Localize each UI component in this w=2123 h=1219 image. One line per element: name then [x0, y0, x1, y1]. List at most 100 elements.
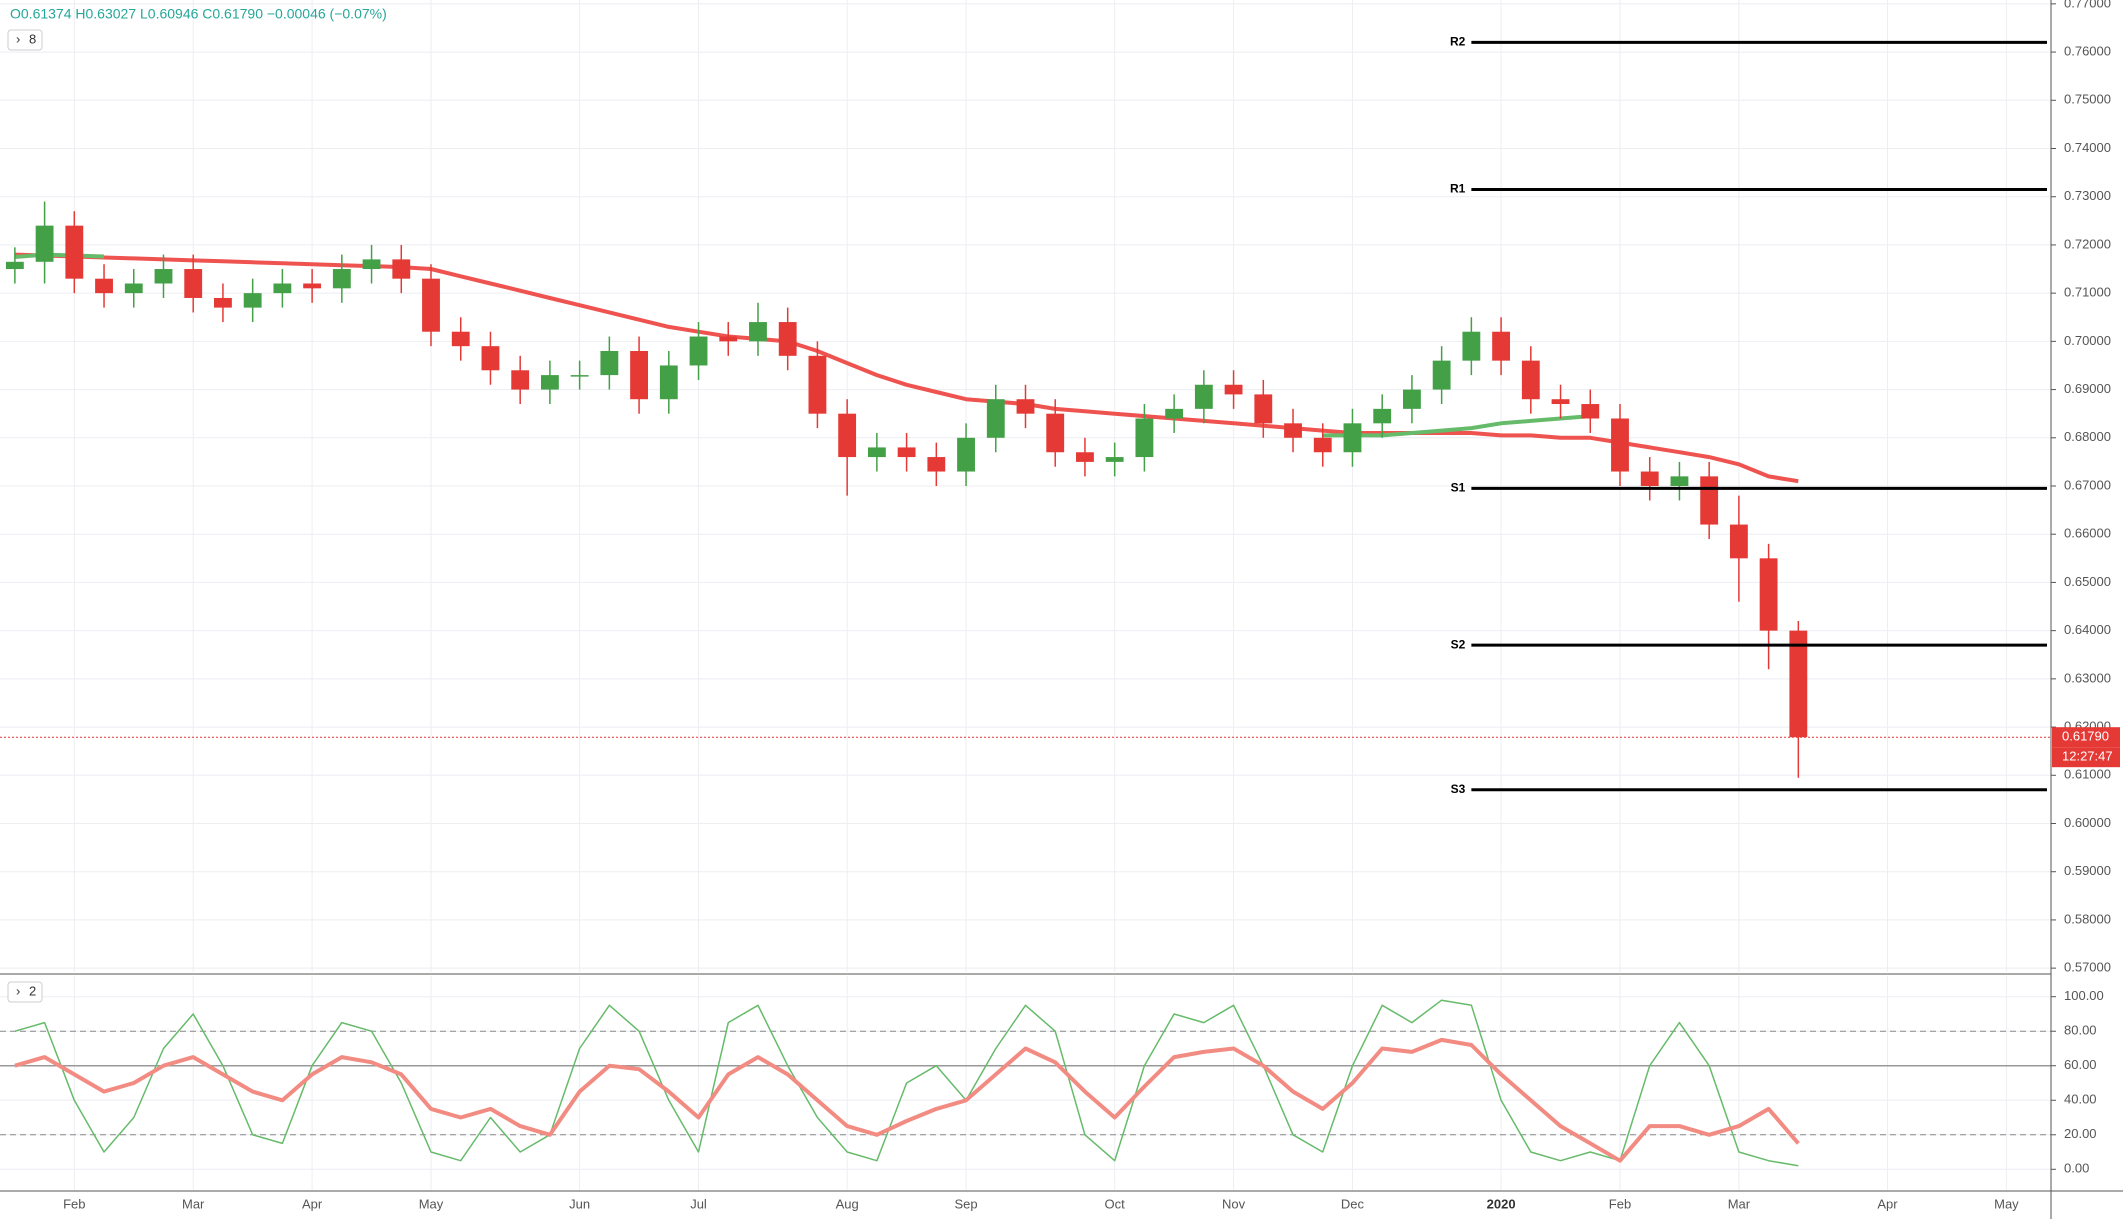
candle-body	[1403, 389, 1421, 409]
candle-body	[1016, 399, 1035, 414]
candle-body	[362, 259, 381, 270]
candle-body	[273, 283, 292, 294]
candle-body	[957, 437, 975, 472]
y-tick-label: 0.58000	[2064, 911, 2111, 926]
y-tick-label: 0.68000	[2064, 429, 2111, 444]
candle-body	[630, 351, 648, 400]
candle-body	[1194, 384, 1213, 409]
ohlc-legend: O0.61374 H0.63027 L0.60946 C0.61790 −0.0…	[10, 6, 387, 22]
candle-body	[1076, 452, 1094, 462]
x-tick-label: Apr	[302, 1196, 323, 1211]
y-tick-label: 0.70000	[2064, 333, 2111, 348]
countdown-label: 12:27:47	[2062, 749, 2113, 764]
candle-body	[422, 278, 440, 332]
x-tick-label: Nov	[1222, 1196, 1246, 1211]
candle-body	[303, 283, 322, 289]
candle-body	[986, 399, 1005, 438]
y-tick-label: 20.00	[2064, 1126, 2097, 1141]
countdown-box	[2052, 747, 2120, 768]
candle-body	[749, 322, 767, 342]
candle-body	[1521, 360, 1540, 400]
candle-body	[154, 269, 173, 284]
x-tick-label: Feb	[1609, 1196, 1631, 1211]
candle-body	[392, 259, 411, 279]
candle-body	[1254, 394, 1273, 424]
y-tick-label: 0.74000	[2064, 140, 2111, 155]
y-tick-label: 0.60000	[2064, 815, 2111, 830]
y-tick-label: 0.64000	[2064, 622, 2111, 637]
candle-body	[124, 283, 143, 294]
candle-body	[184, 269, 203, 298]
y-tick-label: 80.00	[2064, 1023, 2097, 1038]
candle-body	[65, 225, 84, 279]
candle-body	[451, 331, 470, 347]
candle-body	[659, 365, 678, 400]
x-tick-label: May	[1994, 1196, 2019, 1211]
candle-body	[214, 297, 232, 308]
y-tick-label: 0.65000	[2064, 574, 2111, 589]
candle-body	[5, 261, 24, 270]
indicator-count: ›	[16, 31, 20, 46]
candle-body	[1789, 630, 1808, 738]
y-tick-label: 0.71000	[2064, 285, 2111, 300]
candle-body	[332, 269, 351, 289]
candle-body	[1492, 331, 1511, 361]
y-tick-label: 0.00	[2064, 1161, 2089, 1176]
candle-body	[1759, 558, 1778, 631]
candle-body	[570, 375, 589, 377]
y-tick-label: 0.72000	[2064, 236, 2111, 251]
pivot-label: R1	[1450, 182, 1466, 196]
candle-body	[511, 370, 530, 390]
x-tick-label: Dec	[1341, 1196, 1365, 1211]
y-tick-label: 0.75000	[2064, 92, 2111, 107]
y-tick-label: 0.66000	[2064, 526, 2111, 541]
pivot-label: S3	[1451, 782, 1466, 796]
x-tick-label: Mar	[1728, 1196, 1751, 1211]
candle-body	[1224, 384, 1243, 395]
pivot-label: R2	[1450, 35, 1466, 49]
candle-body	[897, 447, 916, 458]
x-tick-label: Aug	[836, 1196, 859, 1211]
last-price-label: 0.61790	[2062, 729, 2109, 744]
pivot-label: S1	[1451, 481, 1466, 495]
candle-body	[1581, 404, 1600, 419]
y-tick-label: 0.67000	[2064, 477, 2111, 492]
x-tick-label: May	[419, 1196, 444, 1211]
candle-body	[35, 225, 54, 262]
oscillator-line	[14, 999, 1799, 1167]
oscillator-line	[14, 1037, 1800, 1163]
x-tick-label: 2020	[1487, 1196, 1516, 1211]
y-tick-label: 0.61000	[2064, 767, 2111, 782]
indicator-count: 8	[29, 31, 36, 46]
candle-body	[1432, 360, 1451, 390]
candle-body	[95, 278, 113, 294]
candle-body	[1165, 408, 1184, 419]
candle-body	[1046, 413, 1065, 453]
moving-average	[14, 252, 1591, 438]
x-tick-label: Mar	[182, 1196, 205, 1211]
x-tick-label: Feb	[63, 1196, 85, 1211]
x-tick-label: Jul	[690, 1196, 707, 1211]
pane-indicator-toggle[interactable]	[7, 981, 43, 1003]
indicator-toggle[interactable]	[7, 29, 43, 51]
candle-body	[1551, 399, 1570, 405]
pane-indicator-count: 2	[29, 983, 36, 998]
y-tick-label: 100.00	[2064, 988, 2104, 1003]
candle-body	[689, 336, 708, 366]
y-tick-label: 0.69000	[2064, 381, 2111, 396]
candle-body	[1343, 423, 1362, 453]
y-tick-label: 0.77000	[2064, 0, 2111, 10]
candle-body	[719, 336, 738, 342]
moving-average	[14, 252, 1799, 484]
y-tick-label: 40.00	[2064, 1092, 2097, 1107]
candle-body	[600, 351, 619, 376]
x-tick-label: Apr	[1877, 1196, 1898, 1211]
candle-body	[1640, 471, 1659, 486]
candle-body	[1611, 418, 1629, 472]
candle-body	[838, 413, 857, 458]
pane-indicator-count: ›	[16, 983, 20, 998]
candle-body	[1105, 457, 1124, 462]
candle-body	[778, 322, 797, 356]
